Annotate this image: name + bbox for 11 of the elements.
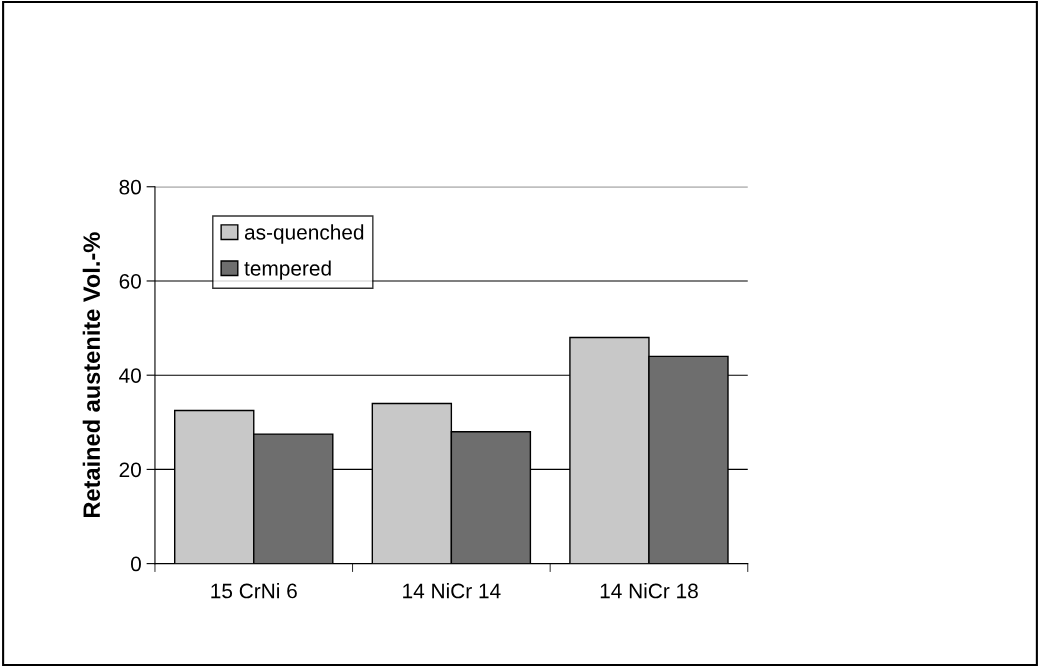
- y-tick-label: 40: [119, 368, 141, 383]
- x-tick-label: 14 NiCr 18: [600, 583, 698, 599]
- y-tick-label: 80: [119, 179, 141, 195]
- y-tick-label: 60: [119, 273, 141, 289]
- y-axis-title: Retained austenite Vol.-%: [82, 232, 101, 518]
- x-tick-label: 15 CrNi 6: [211, 583, 297, 599]
- legend-label: as-quenched: [244, 224, 364, 244]
- y-tick-label: 20: [119, 462, 141, 478]
- y-tick-label: 0: [130, 556, 141, 572]
- x-tick-label: 14 NiCr 14: [403, 583, 501, 599]
- legend-label: tempered: [244, 260, 331, 280]
